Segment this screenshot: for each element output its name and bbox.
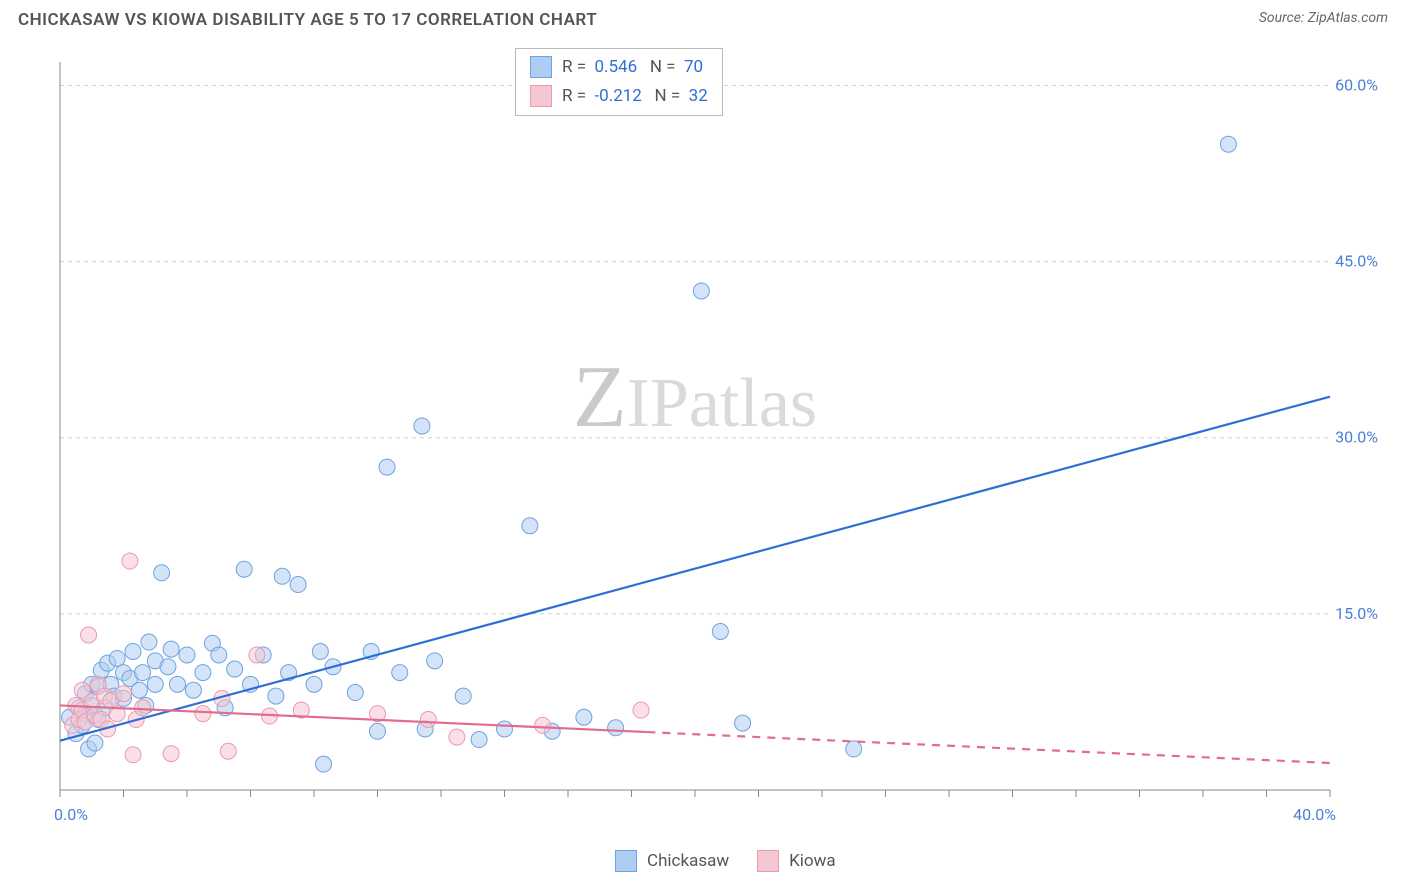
data-point (392, 665, 408, 681)
data-point (290, 577, 306, 593)
chart-container: Disability Age 5 to 17 ZIPatlas0.0%40.0%… (0, 40, 1406, 880)
data-point (185, 682, 201, 698)
series-swatch (530, 85, 552, 107)
data-point (249, 647, 265, 663)
data-point (154, 565, 170, 581)
data-point (169, 676, 185, 692)
data-point (195, 706, 211, 722)
series-swatch (530, 56, 552, 78)
data-point (471, 732, 487, 748)
data-point (87, 735, 103, 751)
data-point (268, 688, 284, 704)
data-point (116, 686, 132, 702)
y-tick-label: 45.0% (1335, 252, 1378, 271)
data-point (497, 721, 513, 737)
series-swatch (757, 850, 779, 872)
data-point (109, 650, 125, 666)
data-point (449, 729, 465, 745)
data-point (141, 634, 157, 650)
data-point (312, 643, 328, 659)
legend-label: Chickasaw (647, 851, 729, 871)
data-point (274, 568, 290, 584)
data-point (236, 561, 252, 577)
data-point (179, 647, 195, 663)
data-point (712, 623, 728, 639)
data-point (227, 661, 243, 677)
series-legend: Chickasaw Kiowa (615, 850, 836, 872)
data-point (693, 283, 709, 299)
data-point (535, 717, 551, 733)
data-point (147, 676, 163, 692)
data-point (220, 743, 236, 759)
legend-label: Kiowa (789, 851, 836, 871)
data-point (1220, 136, 1236, 152)
data-point (608, 720, 624, 736)
correlation-row: R = 0.546 N = 70 (530, 53, 708, 82)
y-tick-label: 60.0% (1335, 75, 1378, 94)
data-point (576, 709, 592, 725)
y-tick-label: 30.0% (1335, 428, 1378, 447)
series-swatch (615, 850, 637, 872)
data-point (379, 459, 395, 475)
x-tick-label: 0.0% (54, 805, 88, 824)
data-point (347, 685, 363, 701)
data-point (522, 518, 538, 534)
y-tick-label: 15.0% (1335, 604, 1378, 623)
correlation-row: R = -0.212 N = 32 (530, 82, 708, 111)
data-point (316, 756, 332, 772)
data-point (195, 665, 211, 681)
data-point (427, 653, 443, 669)
data-point (211, 647, 227, 663)
data-point (81, 627, 97, 643)
x-tick-label: 40.0% (1293, 805, 1336, 824)
data-point (122, 553, 138, 569)
legend-item: Chickasaw (615, 850, 729, 872)
legend-item: Kiowa (757, 850, 836, 872)
data-point (135, 665, 151, 681)
data-point (163, 746, 179, 762)
data-point (135, 700, 151, 716)
data-point (420, 712, 436, 728)
data-point (131, 682, 147, 698)
data-point (414, 418, 430, 434)
source-label: Source: ZipAtlas.com (1259, 10, 1388, 26)
data-point (163, 641, 179, 657)
data-point (125, 747, 141, 763)
data-point (125, 643, 141, 659)
data-point (846, 741, 862, 757)
correlation-legend: R = 0.546 N = 70R = -0.212 N = 32 (515, 48, 723, 116)
scatter-plot: ZIPatlas0.0%40.0%15.0%30.0%45.0%60.0% (50, 40, 1390, 840)
page-title: CHICKASAW VS KIOWA DISABILITY AGE 5 TO 1… (18, 10, 597, 30)
data-point (306, 676, 322, 692)
data-point (735, 715, 751, 731)
data-point (160, 659, 176, 675)
data-point (455, 688, 471, 704)
data-point (633, 702, 649, 718)
data-point (370, 723, 386, 739)
